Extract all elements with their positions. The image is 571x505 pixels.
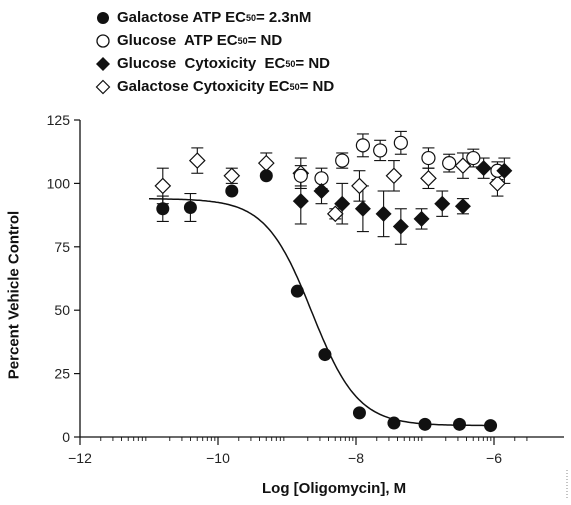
- data-point-galactose-cytotoxicity: [326, 205, 344, 223]
- data-point-glucose-cytotoxicity: [454, 198, 471, 215]
- data-point-glucose-cytotoxicity: [375, 205, 392, 222]
- legend-label-suffix: = ND: [247, 32, 283, 49]
- data-point-glucose-cytotoxicity: [392, 218, 409, 235]
- fit-curve-layer: [149, 198, 494, 427]
- fit-curve: [149, 198, 494, 427]
- legend-item-glucose-atp: Glucose ATP EC 50 = ND: [95, 29, 334, 52]
- legend-label-prefix: Glucose ATP EC: [117, 32, 238, 49]
- x-tick-label: −10: [206, 450, 230, 466]
- y-tick-label: 125: [47, 112, 71, 128]
- data-point-galactose-atp: [156, 202, 170, 216]
- legend-label-subscript: 50: [237, 35, 248, 46]
- data-point-galactose-cytotoxicity: [188, 152, 206, 169]
- y-ticks: 0 25 50 75 100 125: [47, 112, 80, 445]
- y-tick-label: 0: [62, 429, 70, 445]
- legend: Galactose ATP EC 50 = 2.3nM Glucose ATP E…: [95, 6, 334, 98]
- data-point-glucose-atp: [314, 171, 329, 186]
- data-point-galactose-cytotoxicity: [257, 154, 275, 172]
- data-point-glucose-cytotoxicity: [475, 160, 492, 177]
- data-point-glucose-atp: [442, 156, 457, 171]
- data-point-glucose-cytotoxicity: [334, 195, 351, 212]
- data-point-glucose-cytotoxicity: [496, 162, 513, 179]
- legend-label-prefix: Galactose Cytoxicity EC: [117, 78, 290, 95]
- y-axis-label: Percent Vehicle Control: [5, 210, 23, 380]
- open-diamond-marker-icon: [95, 79, 111, 94]
- data-point-galactose-cytotoxicity: [420, 169, 437, 187]
- legend-item-galactose-atp: Galactose ATP EC 50 = 2.3nM: [95, 6, 334, 29]
- legend-item-glucose-cytotoxicity: Glucose Cytoxicity EC 50 = ND: [95, 52, 334, 75]
- axes: 0 25 50 75 100 125 −12 −10 −8 −6: [47, 112, 564, 466]
- filled-diamond-marker-icon: [96, 56, 110, 71]
- data-point-galactose-atp: [418, 417, 432, 431]
- legend-label-suffix: = ND: [299, 78, 335, 95]
- data-point-galactose-atp: [183, 200, 197, 214]
- data-point-glucose-cytotoxicity: [413, 210, 430, 227]
- data-point-galactose-cytotoxicity: [351, 177, 368, 195]
- data-point-galactose-cytotoxicity: [489, 175, 506, 192]
- data-point-galactose-cytotoxicity: [223, 167, 241, 185]
- filled-circle-marker-icon: [97, 11, 109, 24]
- data-point-galactose-cytotoxicity: [454, 157, 472, 174]
- legend-item-galactose-cytotoxicity: Galactose Cytoxicity EC 50 = ND: [95, 75, 334, 98]
- data-point-galactose-atp: [387, 416, 401, 430]
- legend-label-subscript: 50: [289, 81, 300, 92]
- x-minor-ticks: [100, 437, 528, 441]
- data-point-glucose-atp: [355, 138, 370, 153]
- y-tick-label: 25: [54, 366, 70, 382]
- x-ticks: −12 −10 −8 −6: [68, 437, 502, 466]
- y-tick-label: 75: [54, 239, 70, 255]
- legend-label-suffix: = ND: [295, 55, 330, 72]
- data-point-glucose-atp: [335, 153, 350, 168]
- y-tick-label: 100: [47, 175, 71, 191]
- y-tick-label: 50: [54, 302, 70, 318]
- data-point-glucose-cytotoxicity: [292, 193, 309, 210]
- data-point-galactose-atp: [259, 169, 273, 183]
- data-point-glucose-cytotoxicity: [354, 200, 371, 217]
- data-point-galactose-atp: [225, 184, 239, 198]
- data-point-glucose-atp: [466, 150, 481, 166]
- legend-label-prefix: Glucose Cytoxicity EC: [117, 55, 286, 72]
- data-point-glucose-atp: [421, 150, 436, 166]
- legend-label-subscript: 50: [285, 58, 296, 69]
- y-axis-label-box: Percent Vehicle Control: [4, 210, 24, 380]
- data-point-galactose-atp: [484, 419, 498, 433]
- x-tick-label: −6: [486, 450, 502, 466]
- data-point-galactose-atp: [290, 284, 304, 298]
- data-point-galactose-cytotoxicity: [385, 167, 403, 185]
- data-point-glucose-atp: [293, 168, 308, 183]
- open-circle-marker-icon: [96, 33, 110, 48]
- data-point-glucose-atp: [393, 135, 408, 150]
- data-point-glucose-cytotoxicity: [434, 195, 451, 212]
- error-bars-layer: [156, 130, 511, 245]
- data-point-glucose-atp: [373, 143, 388, 158]
- data-points-layer: [154, 135, 513, 433]
- x-tick-label: −12: [68, 450, 92, 466]
- legend-label-subscript: 50: [245, 12, 256, 23]
- data-point-galactose-atp: [352, 406, 366, 420]
- x-axis-label: Log [Oligomycin], M: [262, 480, 407, 497]
- data-point-galactose-atp: [318, 348, 332, 362]
- data-point-galactose-cytotoxicity: [154, 177, 172, 195]
- data-point-galactose-atp: [453, 417, 466, 431]
- legend-label-suffix: = 2.3nM: [255, 9, 312, 26]
- x-tick-label: −8: [348, 450, 364, 466]
- legend-label-prefix: Galactose ATP EC: [117, 9, 246, 26]
- data-point-glucose-cytotoxicity: [313, 183, 330, 200]
